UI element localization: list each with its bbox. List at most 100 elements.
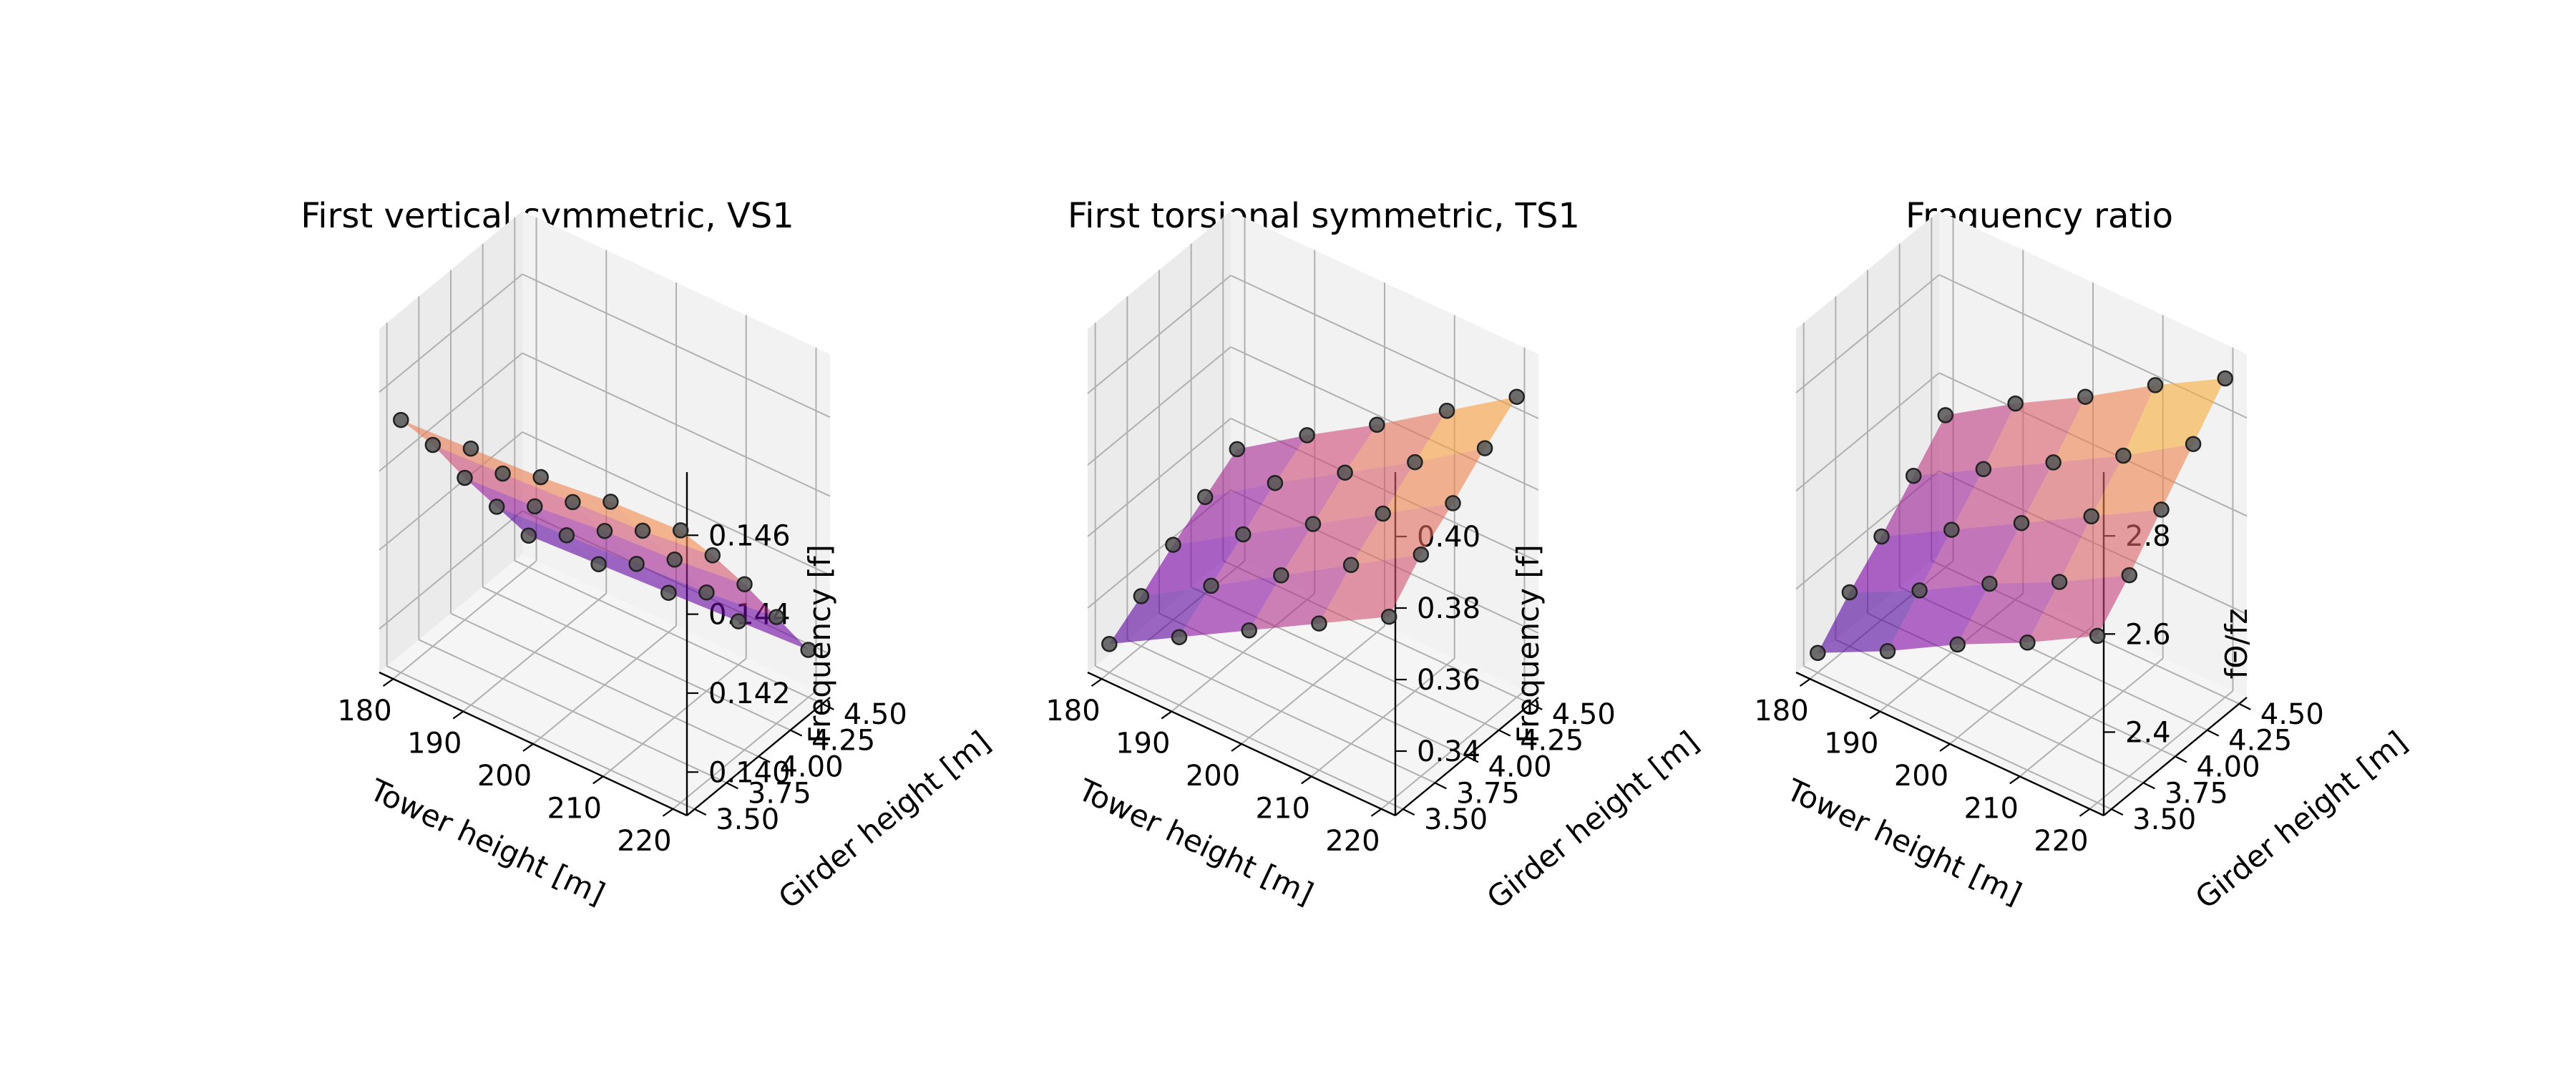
ratio-surface-patch [1983,396,2086,469]
ts1-y-tick [1434,782,1447,790]
ratio-data-point [1975,461,1992,478]
ts1-data-point [1311,615,1327,632]
ratio-data-point [1949,636,1966,653]
ratio-x-tick [2079,808,2091,817]
ratio-data-point [2083,508,2099,525]
vs1-chart-panel: First vertical symmetric, VS1 1801902002… [301,196,997,916]
ts1-z-tick-label: 0.38 [1417,592,1480,625]
ratio-x-tick-label: 200 [1894,760,1948,793]
ts1-data-point [1413,546,1430,563]
ts1-data-point [1369,416,1385,433]
ts1-surface-patch [1351,503,1453,565]
vs1-x-tick-label: 210 [547,792,602,825]
vs1-x-tick [452,710,464,720]
ts1-x-tick [1091,678,1103,687]
vs1-x-tick [382,678,394,687]
vs1-surface-patch [535,506,637,564]
ts1-x-tick-label: 220 [1325,825,1380,858]
ts1-x-tick-label: 180 [1045,695,1100,727]
ts1-surface-patch [1173,483,1275,545]
ratio-surface-patch [1881,469,1984,536]
ratio-y-tick [2207,729,2220,737]
ratio-y-tick-label: 4.25 [2228,725,2292,758]
ratio-y-tick-label: 3.50 [2132,803,2196,836]
vs1-surface-patch [610,501,713,556]
ts1-y-tick [1530,702,1543,710]
ts1-x-tick [1370,808,1382,817]
ts1-surface-patch [1382,448,1485,514]
ratio-x-tick-label: 210 [1964,792,2019,825]
ratio-data-point [2007,395,2024,412]
ratio-data-point [1810,645,1826,662]
ratio-data-point [2089,627,2106,645]
ratio-z-axis-label: fΘ/fz [2219,609,2254,680]
ratio-x-tick [1799,678,1811,687]
vs1-y-gridline [450,612,759,758]
vs1-y-gridline [482,586,791,731]
ts1-surface-patch [1281,514,1383,576]
ts1-surface-patch [1205,435,1307,497]
ts1-data-point [1407,454,1423,471]
ts1-data-point [1196,489,1214,506]
ts1-surface-patch [1179,575,1282,637]
ts1-surface-patch [1274,424,1377,484]
ratio-surface-patch [2091,444,2194,516]
vs1-x-tick-label: 220 [617,825,671,858]
ratio-data-point [1943,521,1960,538]
vs1-surface-patch [540,477,643,531]
vs1-data-point [704,547,721,564]
ts1-data-point [1241,622,1257,639]
ratio-data-point [2121,567,2138,584]
vs1-y-gridline [386,665,696,810]
vs1-surface-patch [502,474,605,531]
ratio-data-point [1841,584,1858,601]
vs1-surface-patch [464,478,567,536]
ratio-z-tick-label: 2.6 [2125,618,2171,651]
ts1-data-point [1438,403,1455,419]
ratio-x-tick [1939,743,1951,752]
ts1-y-tick-label: 3.50 [1424,803,1488,836]
vs1-data-point [565,494,581,511]
ts1-x-tick [1161,710,1172,720]
vs1-surface-patch [706,592,809,650]
vs1-y-tick-label: 3.50 [716,803,779,836]
ts1-z-tick-label: 0.36 [1417,664,1480,697]
ratio-data-point [1905,467,1922,484]
ts1-chart-panel: First torsional symmetric, TS1 180 190 200… [1045,196,1705,916]
ts1-data-point [1380,608,1397,625]
vs1-data-point [532,469,549,486]
vs1-data-point [596,523,613,539]
ratio-surface-patch [1849,529,1952,592]
vs1-z-gridline [522,273,831,418]
ratio-data-point [2185,436,2202,452]
vs1-y-tick-label: 4.50 [844,698,907,731]
vs1-x-tick-label: 200 [477,760,532,793]
ts1-y-tick-label: 4.25 [1520,725,1584,758]
vs1-y-gridline [514,559,823,705]
ratio-x-tick [1869,710,1880,720]
vs1-z-gridline [379,273,523,393]
ratio-data-point [1981,575,1998,592]
vs1-y-tick-label: 4.00 [779,751,843,784]
ts1-z-tick-label: 0.34 [1417,735,1480,768]
vs1-data-point [488,499,505,515]
vs1-surface-patch [471,449,573,502]
ts1-surface-patch [1313,462,1415,524]
vs1-data-point [602,494,619,510]
ts1-surface-patch [1109,585,1211,645]
vs1-y-tick [790,729,803,737]
ratio-x-tick-label: 180 [1754,695,1808,727]
vs1-data-point [800,642,816,658]
ts1-z-gridline [1087,275,1231,394]
vs1-x-tick [592,775,604,785]
vs1-z-tick-label: 0.142 [708,677,791,710]
vs1-data-point [634,522,651,539]
ts1-data-point [1133,588,1150,604]
vs1-surface-patch [497,506,599,564]
ratio-data-point [1879,643,1896,660]
vs1-data-point [660,584,677,601]
vs1-y-gridline [418,639,727,784]
ts1-data-point [1203,577,1219,594]
ratio-y-gridline [1835,639,2144,784]
vs1-surface-patch [643,530,745,584]
